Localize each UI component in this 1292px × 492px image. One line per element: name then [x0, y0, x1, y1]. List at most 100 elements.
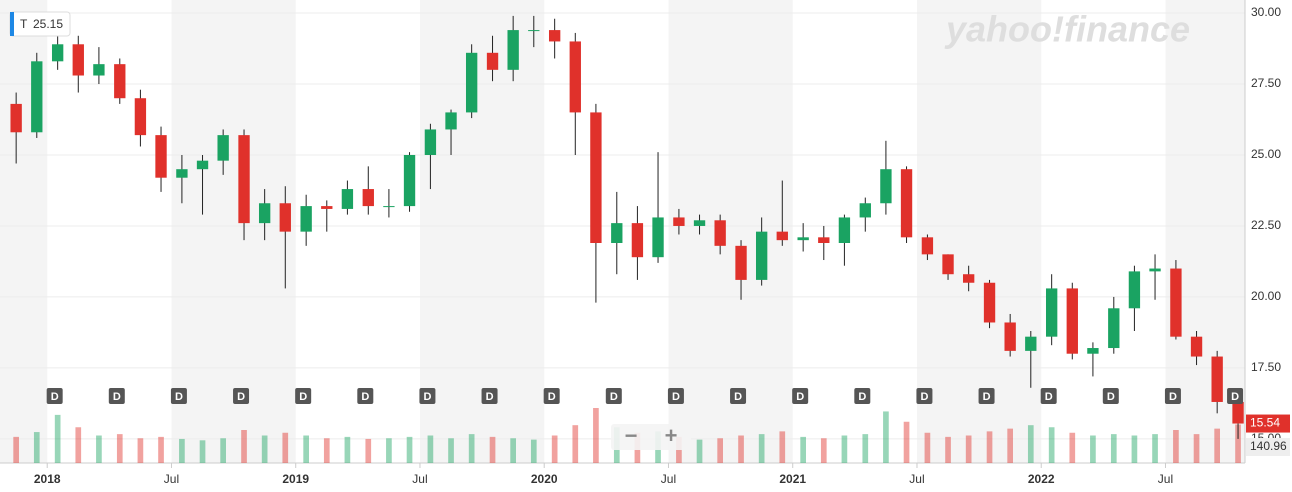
- volume-bar: [572, 425, 579, 463]
- candle-body: [445, 112, 457, 130]
- candle-body: [838, 217, 851, 243]
- candle-body: [1004, 322, 1016, 351]
- candle-body: [528, 30, 540, 32]
- candle-body: [321, 206, 333, 209]
- dividend-label: D: [610, 391, 618, 403]
- candle-body: [693, 220, 706, 226]
- volume-bar: [1193, 434, 1200, 463]
- y-tick-label: 20.00: [1251, 289, 1281, 303]
- x-tick-label: Jul: [164, 472, 179, 486]
- volume-bar: [386, 438, 392, 463]
- dividend-label: D: [51, 391, 59, 403]
- candle-body: [258, 203, 271, 224]
- candle-body: [196, 160, 209, 170]
- x-tick-label: Jul: [909, 472, 924, 486]
- volume-bar: [1090, 435, 1096, 463]
- zoom-in[interactable]: +: [665, 423, 678, 448]
- volume-bar: [33, 432, 40, 463]
- volume-bar: [903, 421, 910, 463]
- candle-body: [859, 203, 871, 218]
- candle-body: [176, 169, 188, 178]
- volume-bar: [1173, 430, 1179, 463]
- dividend-marker: [481, 388, 498, 404]
- dividend-label: D: [237, 391, 245, 403]
- candle-body: [279, 203, 291, 232]
- candle-body: [983, 282, 996, 323]
- volume-bar: [344, 436, 351, 463]
- dividend-label: D: [1169, 391, 1177, 403]
- volume-bar: [96, 435, 102, 463]
- dividend-label: D: [548, 391, 556, 403]
- volume-bar: [303, 435, 309, 463]
- candle-body: [1149, 268, 1161, 272]
- volume-bar: [800, 436, 806, 463]
- candle-body: [300, 206, 312, 232]
- x-tick-label: 2021: [779, 472, 806, 486]
- volume-bar: [965, 435, 972, 463]
- legend: T 25.15: [9, 11, 71, 37]
- candle-body: [1190, 336, 1203, 357]
- dividend-label: D: [920, 391, 928, 403]
- volume-bar: [75, 427, 82, 463]
- candle-body: [403, 154, 416, 207]
- volume-bar: [261, 435, 268, 463]
- dividend-label: D: [1107, 391, 1115, 403]
- volume-bar: [406, 436, 413, 463]
- candle-body: [755, 231, 768, 280]
- volume-bar: [323, 438, 330, 463]
- background: [0, 0, 1246, 468]
- price-tag-label: 15.54: [1250, 416, 1280, 430]
- zoom-out[interactable]: −: [625, 423, 638, 448]
- candle-body: [776, 231, 788, 241]
- volume-bar: [1235, 424, 1241, 463]
- candle-body: [1025, 336, 1037, 351]
- volume-bar: [158, 436, 164, 463]
- candle-body: [735, 245, 747, 280]
- candle-body: [51, 44, 64, 62]
- dividend-marker: [543, 388, 560, 404]
- dividend-marker: [916, 388, 933, 404]
- candle-body: [1232, 401, 1244, 424]
- dividend-label: D: [423, 391, 431, 403]
- candle-body: [942, 254, 954, 275]
- dividend-label: D: [1045, 391, 1053, 403]
- candle-body: [465, 52, 478, 113]
- volume-bar: [54, 414, 61, 463]
- candle-body: [921, 237, 934, 255]
- dividend-marker: [667, 388, 684, 404]
- dividend-marker: [357, 388, 374, 404]
- dividend-marker: [233, 388, 250, 404]
- volume-bar: [738, 435, 744, 463]
- watermark: yahoo!finance: [944, 9, 1190, 50]
- y-tick-label: 22.50: [1251, 218, 1281, 232]
- candle-body: [1066, 288, 1078, 354]
- volume-bar: [137, 438, 144, 463]
- x-tick-label: 2020: [531, 472, 558, 486]
- dividend-marker: [1102, 388, 1119, 404]
- y-tick-label: 27.50: [1251, 76, 1281, 90]
- volume-bar: [1110, 434, 1117, 463]
- volume-bar: [945, 436, 951, 463]
- zoom-box: [611, 424, 691, 450]
- volume-bar: [13, 436, 19, 463]
- candle-body: [31, 61, 43, 133]
- volume-bar: [1214, 428, 1221, 463]
- dividend-marker: [1040, 388, 1057, 404]
- candle-body: [155, 135, 167, 178]
- volume-bar: [427, 435, 434, 463]
- volume-bar: [551, 435, 558, 463]
- dividend-marker: [108, 388, 125, 404]
- volume-tag-label: 140.96: [1250, 439, 1287, 453]
- volume-bar: [116, 434, 123, 463]
- dividend-marker: [170, 388, 187, 404]
- volume-bar: [820, 438, 827, 463]
- volume-bar: [365, 438, 372, 463]
- dividend-marker: [295, 388, 312, 404]
- volume-bar: [468, 434, 475, 463]
- dividend-label: D: [858, 391, 866, 403]
- volume-bar: [1048, 427, 1055, 463]
- candle-body: [900, 169, 913, 238]
- dividend-marker: [978, 388, 995, 404]
- volume-bar: [758, 434, 765, 463]
